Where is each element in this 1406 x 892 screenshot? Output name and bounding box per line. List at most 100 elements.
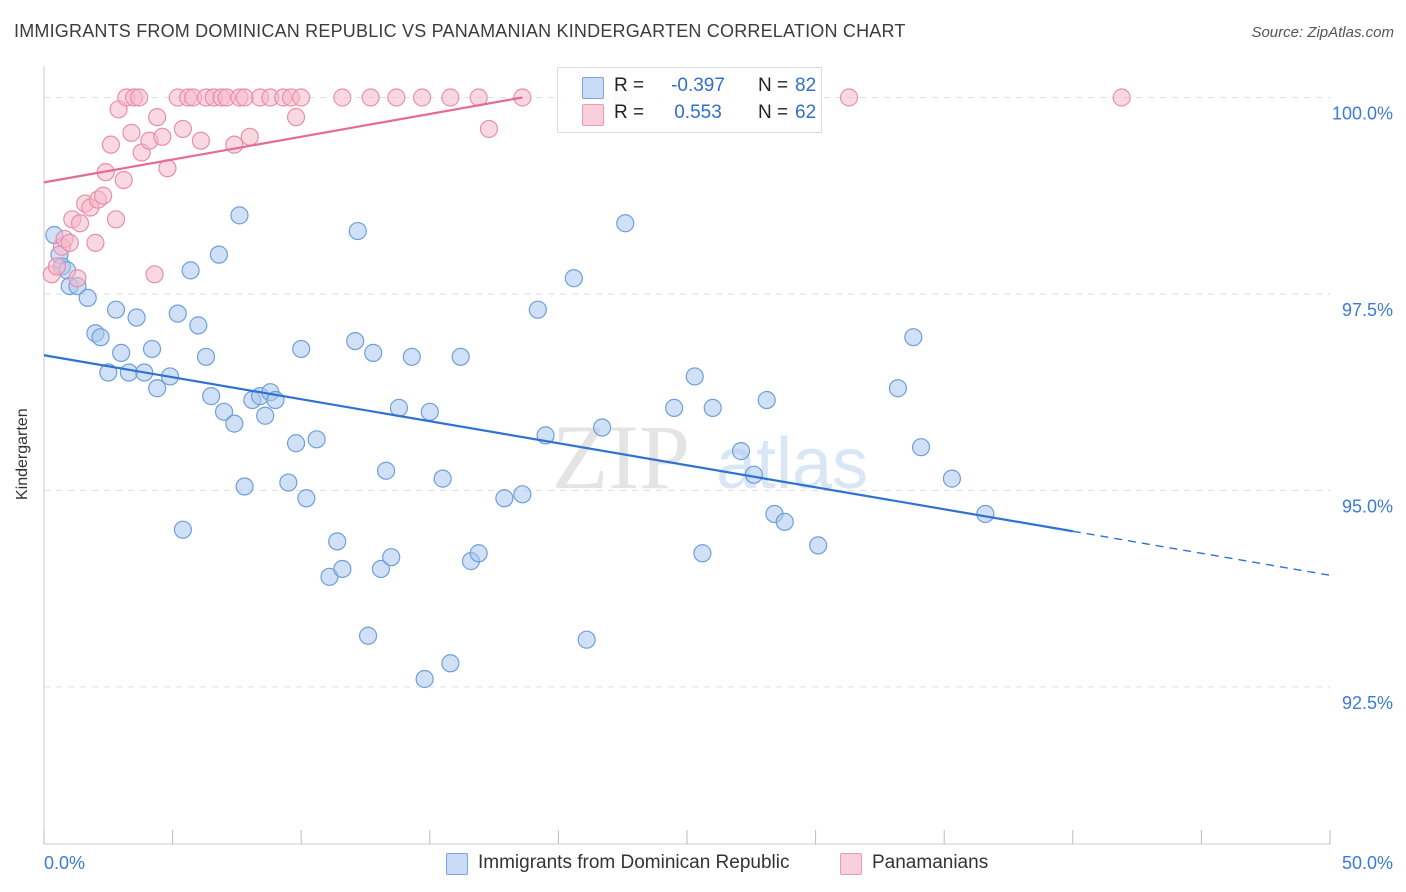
y-tick-label: 97.5% (1342, 300, 1393, 320)
watermark-zip: ZIP (552, 406, 690, 508)
data-point (91, 328, 110, 347)
legend-n-value: 62 (795, 102, 817, 123)
data-point (433, 469, 452, 488)
trend-line (43, 354, 1073, 533)
data-point (577, 630, 596, 649)
data-point (307, 430, 326, 449)
data-point (451, 347, 470, 366)
data-point (361, 88, 380, 107)
legend-swatch-panamanian (582, 104, 604, 126)
data-point (693, 544, 712, 563)
data-point (181, 261, 200, 280)
bottom-legend-label: Panamanians (872, 852, 989, 873)
data-point (145, 265, 164, 284)
data-point (106, 210, 126, 229)
data-point (685, 367, 704, 386)
data-point (168, 304, 187, 323)
data-point (214, 402, 234, 421)
legend-r-label: R = (614, 102, 645, 123)
data-point (94, 186, 113, 205)
chart-title: IMMIGRANTS FROM DOMINICAN REPUBLIC VS PA… (14, 21, 906, 41)
data-point (60, 233, 79, 252)
legend-n-label: N = (758, 102, 789, 123)
data-point (130, 88, 149, 107)
data-point (153, 127, 172, 146)
data-point (127, 308, 146, 327)
data-point (148, 108, 167, 127)
data-point (564, 269, 583, 288)
trend-line-extension (1072, 530, 1331, 576)
data-point (122, 123, 141, 142)
data-point (371, 559, 391, 579)
source-label: Source: ZipAtlas.com (1251, 24, 1394, 41)
data-point (348, 221, 367, 241)
data-point (420, 402, 439, 421)
data-point (757, 390, 776, 410)
data-point (68, 269, 87, 288)
data-point (106, 300, 126, 319)
data-point (112, 343, 131, 362)
data-point (942, 469, 962, 488)
data-point (114, 170, 133, 190)
data-point (189, 316, 208, 335)
data-point (1112, 88, 1131, 107)
trend-line (43, 96, 523, 184)
data-point (235, 88, 254, 107)
y-tick-label: 92.5% (1342, 693, 1393, 713)
data-point (101, 135, 120, 154)
data-point (142, 339, 162, 359)
watermark-atlas: atlas (716, 424, 868, 504)
trend-lines (43, 96, 1331, 576)
legend-n-label: N = (758, 75, 789, 96)
data-point (173, 520, 192, 539)
data-point (839, 88, 859, 107)
data-point (99, 363, 118, 382)
data-point (412, 88, 432, 107)
data-point (230, 206, 249, 225)
correlation-legend: R = -0.397 N = 82 R = 0.553 N = 62 (557, 67, 822, 133)
data-point (665, 398, 684, 417)
data-point (333, 559, 352, 579)
x-tick-label: 0.0% (44, 853, 85, 873)
data-point (976, 504, 995, 524)
data-point (382, 548, 401, 567)
bottom-legend-label: Immigrants from Dominican Republic (478, 852, 790, 873)
series-panamanian-points (42, 88, 1131, 288)
data-point (364, 343, 383, 362)
data-point (593, 418, 612, 437)
data-point (376, 461, 396, 480)
data-point (469, 544, 488, 563)
legend-r-value: 0.553 (674, 102, 722, 123)
legend-r-value: -0.397 (671, 75, 725, 96)
data-point (616, 214, 635, 233)
data-point (173, 119, 192, 139)
data-point (235, 477, 254, 496)
data-point (441, 88, 460, 107)
data-point (119, 363, 138, 382)
data-point (387, 88, 406, 107)
y-tick-label: 100.0% (1332, 104, 1393, 124)
data-point (328, 532, 347, 551)
data-point (256, 406, 275, 425)
y-tick-label: 95.0% (1342, 496, 1393, 516)
data-point (297, 489, 316, 508)
axes (43, 66, 1331, 845)
data-point (731, 442, 751, 461)
data-point (209, 245, 228, 264)
data-point (286, 108, 306, 127)
data-point (775, 512, 794, 531)
data-point (479, 119, 499, 139)
legend-r-label: R = (614, 75, 645, 96)
data-point (911, 438, 931, 457)
bottom-legend-swatch-dominican (446, 853, 468, 875)
data-point (402, 347, 421, 366)
data-point (202, 387, 221, 406)
gridlines (44, 97, 1330, 688)
data-point (333, 88, 352, 107)
legend-swatch-dominican (582, 77, 604, 99)
data-point (703, 398, 722, 417)
data-point (191, 131, 210, 150)
legend-n-value: 82 (795, 75, 817, 96)
data-point (286, 434, 306, 453)
